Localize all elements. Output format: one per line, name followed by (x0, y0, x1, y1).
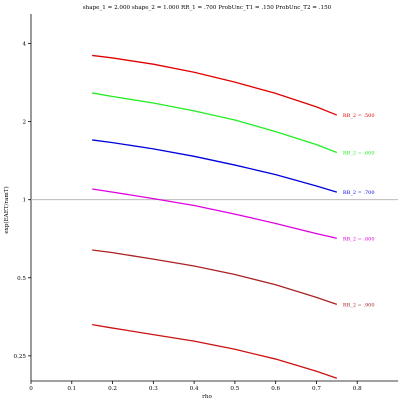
series-line (92, 323, 338, 379)
series-line (92, 249, 338, 305)
x-tick-label: 0.2 (108, 386, 117, 392)
series-label: RR_2 = .500 (343, 113, 375, 119)
series-label: RR_2 = .900 (343, 302, 375, 308)
series-label: RR_2 = .700 (343, 190, 375, 196)
series-label: RR_2 = .600 (343, 151, 375, 157)
x-tick-label: 0 (29, 386, 33, 392)
plot-frame (30, 14, 398, 382)
x-tick-label: 0.1 (67, 386, 76, 392)
x-tick-label: 0.7 (312, 386, 321, 392)
y-axis-ticks: 0.25 0.5 1 2 4 (14, 42, 31, 360)
y-tick-label: 0.25 (14, 354, 27, 360)
y-tick-label: 1 (22, 198, 26, 204)
y-axis-label: exp(EAET/ramT) (3, 186, 10, 233)
y-tick-label: 2 (22, 120, 26, 126)
x-tick-label: 0.5 (230, 386, 239, 392)
x-tick-label: 0.3 (149, 386, 158, 392)
series-group: RR_2 = .500 RR_2 = .600 RR_2 = .700 RR_2 = … (92, 54, 375, 379)
x-tick-label: 0.8 (353, 386, 362, 392)
series-line (92, 188, 337, 239)
series-line (92, 54, 338, 116)
y-tick-label: 0.5 (17, 276, 26, 282)
x-axis-ticks: 0 0.1 0.2 0.3 0.4 0.5 0.6 0.7 0.8 (29, 381, 362, 392)
series-label: RR_2 = .800 (343, 236, 375, 242)
y-tick-label: 4 (22, 42, 26, 48)
x-tick-label: 0.6 (271, 386, 280, 392)
chart-title: shape_1 = 2.000 shape_2 = 1.000 RR_1 = .… (83, 5, 332, 11)
series-line (92, 92, 338, 154)
series-line (92, 139, 338, 193)
x-tick-label: 0.4 (190, 386, 199, 392)
x-axis-label: rho (202, 394, 212, 400)
